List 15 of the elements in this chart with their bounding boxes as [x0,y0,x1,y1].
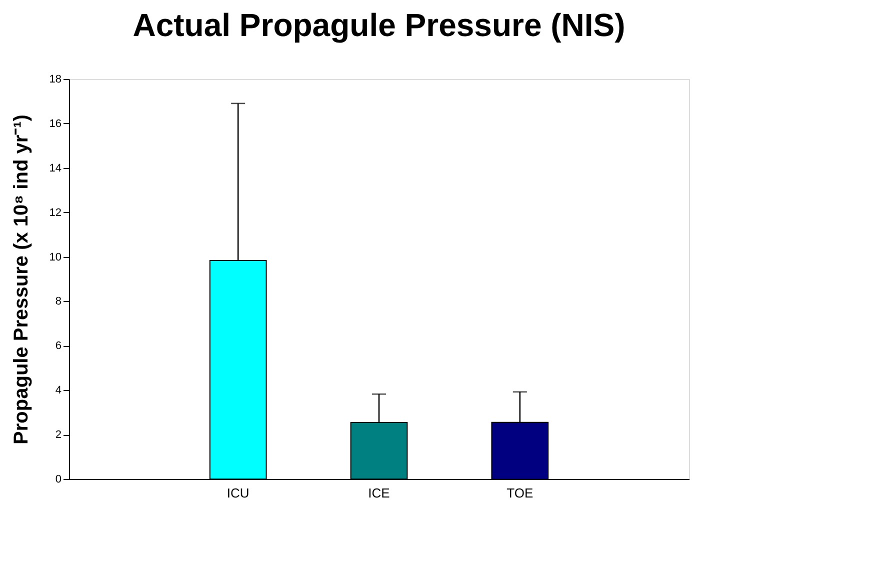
y-tick-label: 6 [55,340,62,352]
y-tick-label: 2 [55,429,62,442]
y-tick-label: 8 [55,296,62,308]
y-tick-label: 0 [55,474,62,486]
chart-title: Actual Propagule Pressure (NIS) [132,7,626,43]
x-tick-label: ICE [368,486,390,500]
y-tick-label: 14 [49,162,62,174]
x-tick-label: TOE [506,486,534,500]
y-tick-label: 18 [49,74,62,86]
y-tick-label: 16 [49,118,62,130]
y-tick-label: 4 [55,384,62,397]
y-tick-label: 12 [49,206,62,219]
x-tick-label: ICU [226,486,250,500]
y-axis-title: Propagule Pressure (x 10⁸ ind yr⁻¹) [10,114,32,444]
y-tick-label: 10 [49,251,62,264]
